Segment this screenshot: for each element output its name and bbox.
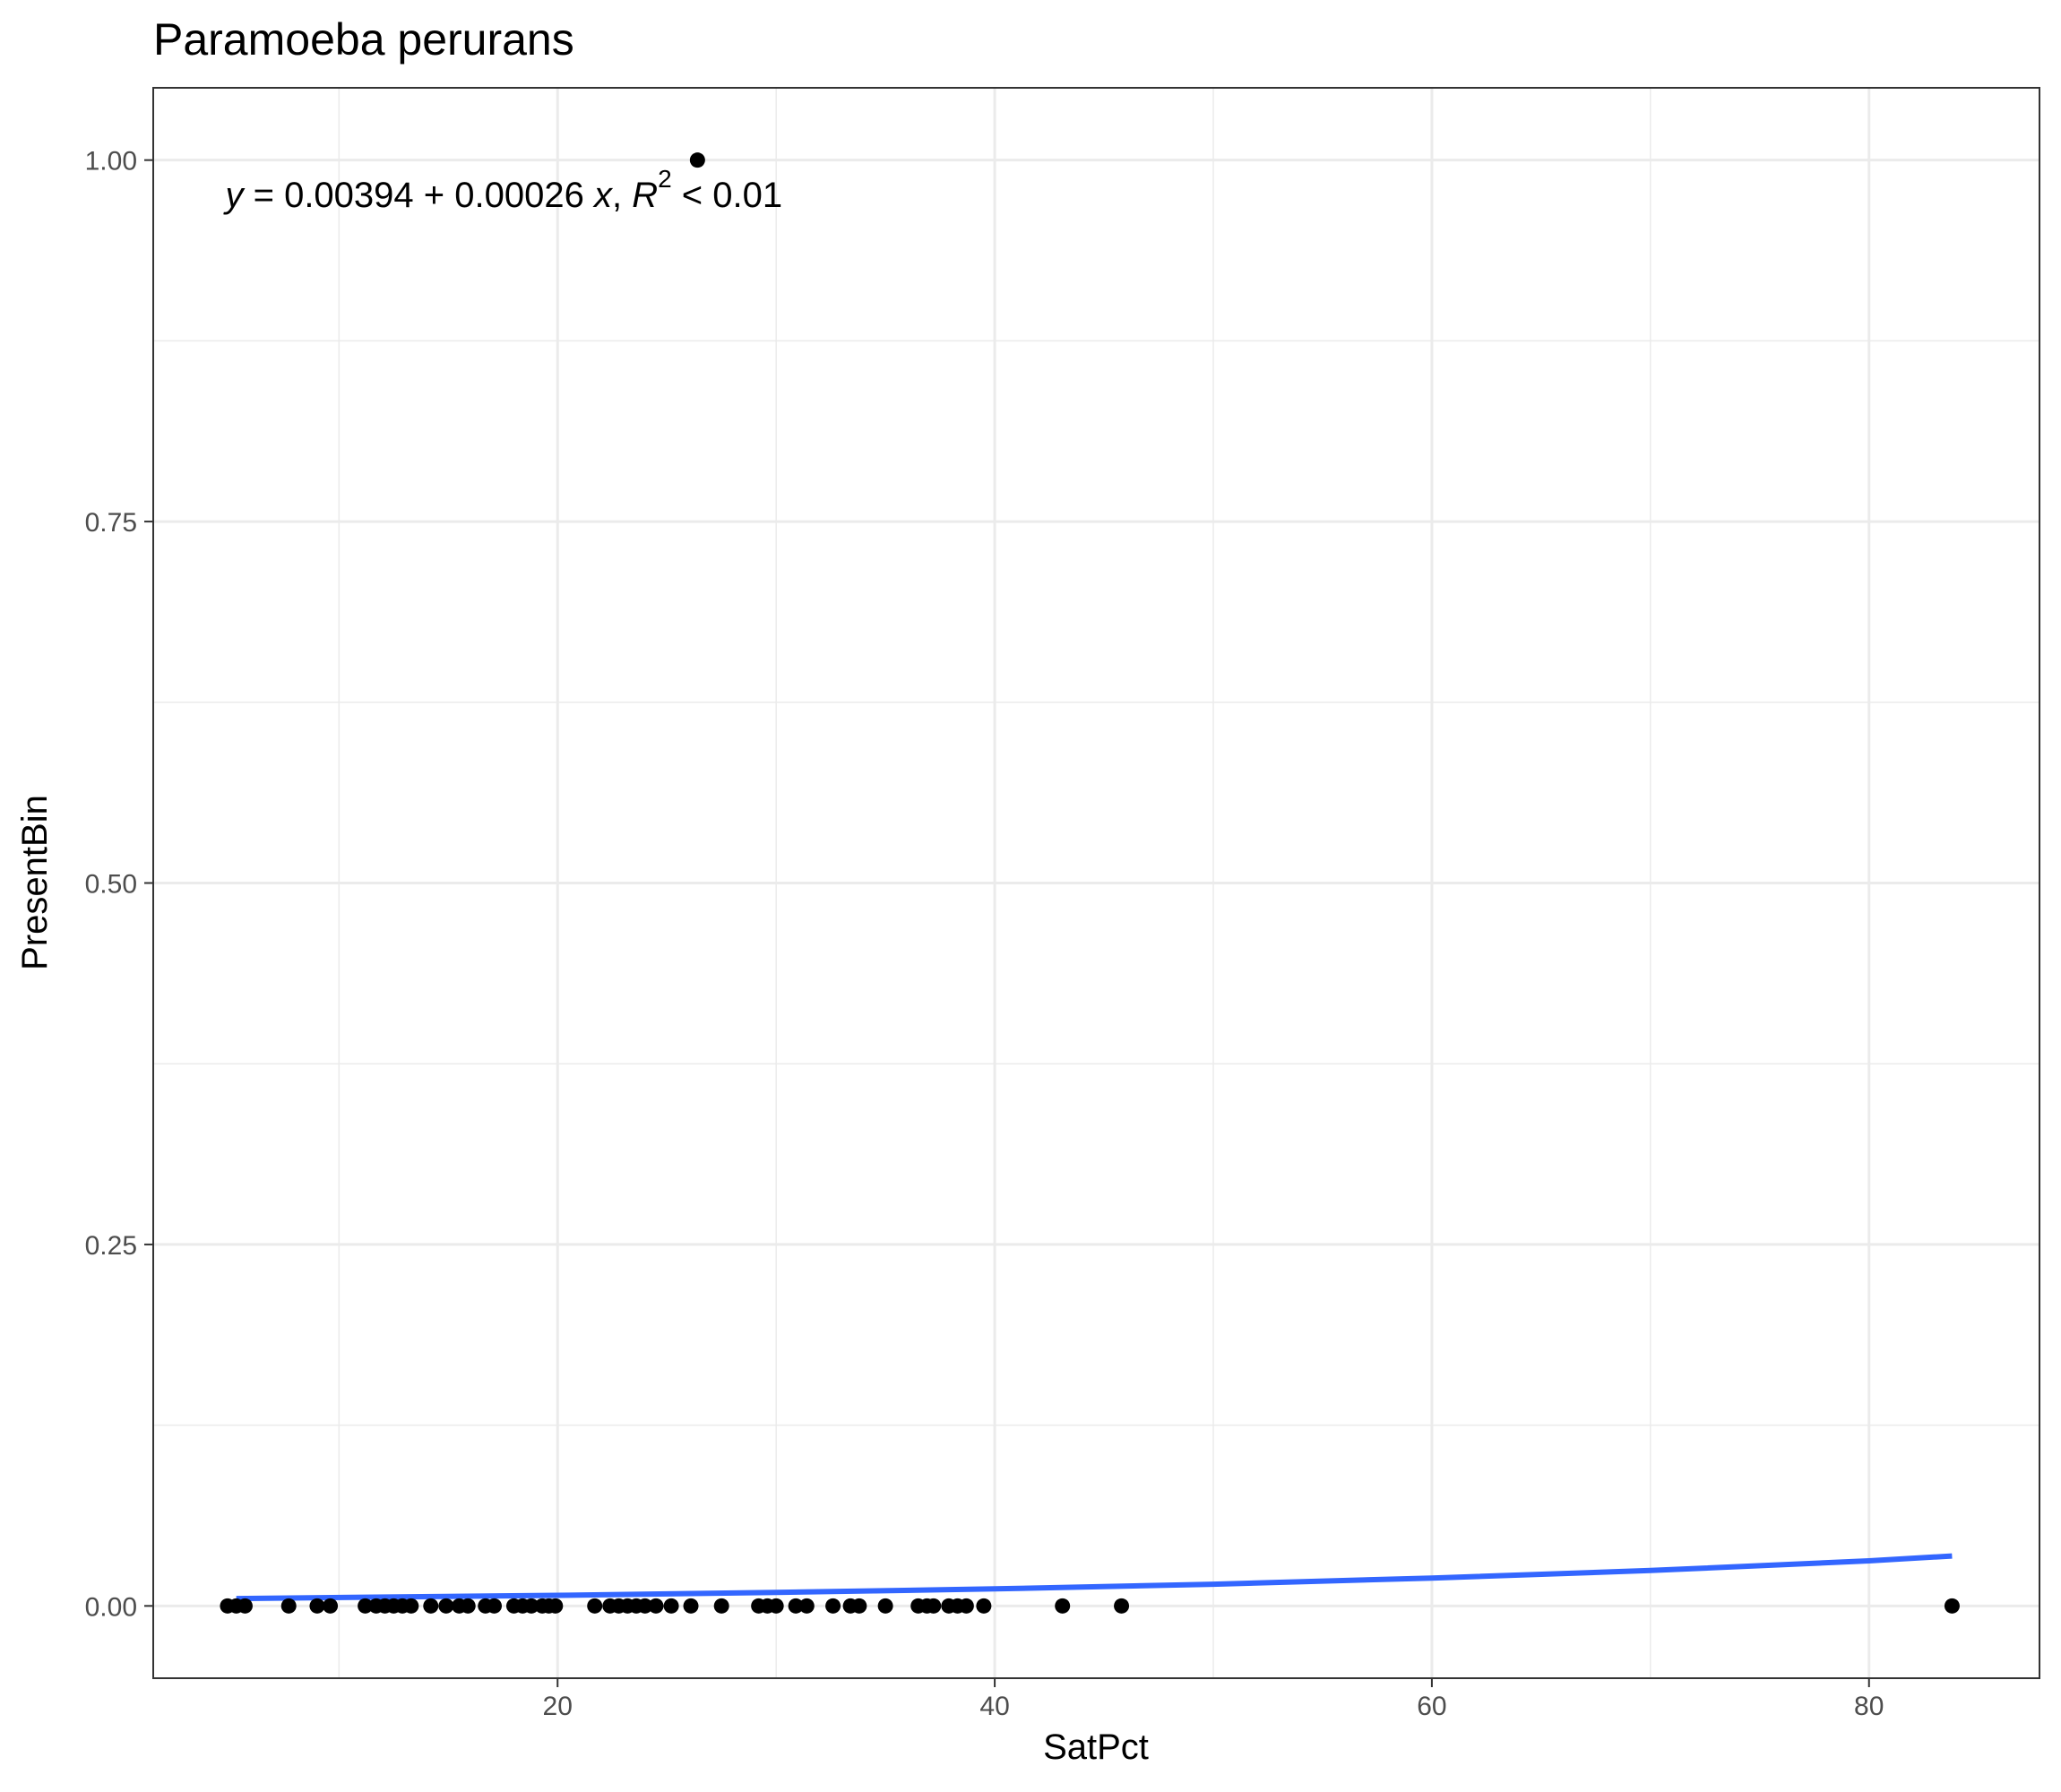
x-axis-title: SatPct	[1043, 1727, 1149, 1767]
grid-major	[153, 88, 2039, 1678]
x-tick-label: 60	[1417, 1692, 1446, 1721]
x-tick-label: 40	[979, 1692, 1009, 1721]
data-point	[798, 1598, 815, 1614]
data-point	[1114, 1598, 1130, 1614]
eq-y: y	[222, 176, 246, 215]
data-point	[548, 1598, 564, 1614]
data-point	[280, 1598, 297, 1614]
points-group	[220, 152, 1960, 1614]
data-point	[926, 1598, 942, 1614]
data-point	[825, 1598, 841, 1614]
data-point	[403, 1598, 419, 1614]
data-point	[689, 152, 705, 168]
eq-r-superscript: 2	[658, 165, 672, 193]
eq-x: x	[592, 176, 614, 215]
x-tick-label: 80	[1854, 1692, 1884, 1721]
eq-comma: ,	[612, 176, 632, 215]
data-point	[648, 1598, 664, 1614]
data-point	[438, 1598, 454, 1614]
y-axis-title: PresentBin	[15, 795, 55, 970]
data-point	[683, 1598, 699, 1614]
y-tick-label: 1.00	[85, 147, 137, 177]
data-point	[976, 1598, 992, 1614]
data-point	[423, 1598, 439, 1614]
fit-line-group	[236, 1553, 1953, 1602]
data-point	[958, 1598, 974, 1614]
data-point	[1944, 1598, 1960, 1614]
y-tick-label: 0.75	[85, 508, 137, 538]
data-point	[237, 1598, 253, 1614]
data-point	[851, 1598, 867, 1614]
data-point	[1055, 1598, 1071, 1614]
data-point	[587, 1598, 603, 1614]
data-point	[323, 1598, 339, 1614]
data-point	[460, 1598, 476, 1614]
y-axis-ticks: 0.00 0.25 0.50 0.75 1.00	[85, 147, 153, 1622]
data-point	[768, 1598, 784, 1614]
data-point	[358, 1598, 374, 1614]
data-point	[713, 1598, 729, 1614]
eq-r: R	[632, 176, 658, 215]
x-tick-label: 20	[543, 1692, 573, 1721]
data-point	[637, 1598, 653, 1614]
data-point	[523, 1598, 539, 1614]
chart-title: Paramoeba perurans	[153, 14, 574, 65]
grid-minor	[153, 88, 2039, 1678]
data-point	[487, 1598, 503, 1614]
y-tick-label: 0.00	[85, 1592, 137, 1622]
data-point	[663, 1598, 679, 1614]
eq-coefficients: = 0.00394 + 0.00026	[243, 176, 593, 215]
x-axis-ticks: 20 40 60 80	[543, 1678, 1884, 1721]
y-tick-label: 0.50	[85, 870, 137, 900]
eq-r2-value: < 0.01	[672, 176, 782, 215]
fit-line	[236, 1553, 1953, 1602]
y-tick-label: 0.25	[85, 1231, 137, 1261]
data-point	[788, 1598, 804, 1614]
data-point	[309, 1598, 325, 1614]
regression-equation: y = 0.00394 + 0.00026 x, R2 < 0.01	[222, 165, 782, 215]
data-point	[877, 1598, 893, 1614]
